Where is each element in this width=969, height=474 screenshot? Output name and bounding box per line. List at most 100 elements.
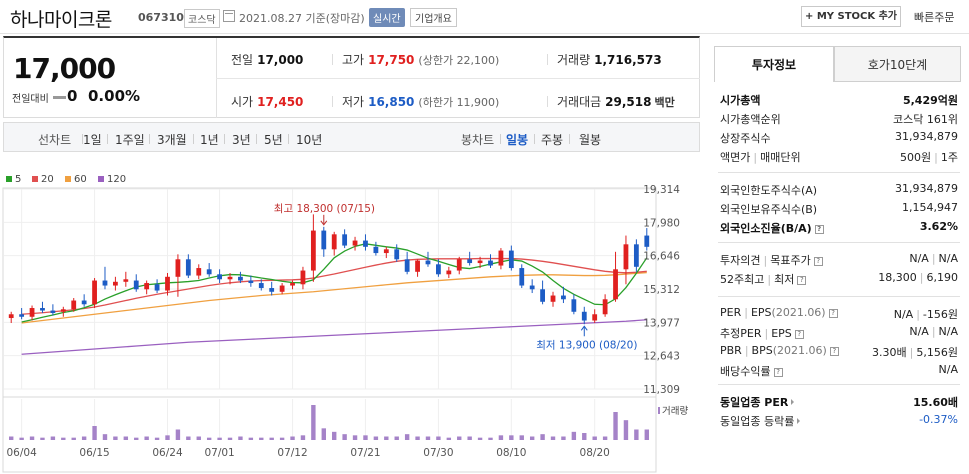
candle-body [550,295,556,302]
info-value-2: 1주 [940,151,958,164]
info-label: PER [720,306,742,319]
add-my-stock-button[interactable]: + MY STOCK 추가 [801,6,901,27]
candle-body [258,283,264,289]
x-tick-label: 06/04 [6,447,37,459]
quick-order-link[interactable]: 빠른주문 [914,11,955,24]
chart-period-bar: 선차트 1일 1주일 3개월 1년 3년 5년 10년 봉차트 일봉 주봉 월봉 [3,122,700,152]
info-label: 시가총액순위 [720,113,781,126]
help-icon[interactable]: ? [828,309,838,318]
volume-bar [342,434,347,440]
line-chart-label: 선차트 [38,133,72,147]
candle-body [425,260,431,265]
info-value: -0.37% [919,413,958,426]
volume-bar [373,436,379,440]
section-divider [718,296,960,297]
info-value: N/A [909,252,929,265]
candlestick-chart[interactable]: 5 20 60 120 거래량 19,314 17,980 16,646 15,312 13,… [0,170,700,474]
y-tick-label: 12,643 [643,351,680,363]
candle-body [508,250,514,269]
legend-label-120: 120 [107,174,126,185]
candle-body [217,274,222,280]
period-5y[interactable]: 5년 [264,133,283,147]
info-label: 시가총액 [720,94,761,107]
change-value: 0 [67,87,78,105]
candle-body [60,309,66,312]
market-badge: 코스닥 [184,9,220,28]
moving-average-ma20 [21,257,647,315]
high-annotation: 최고 18,300 (07/15) [274,203,375,215]
volume-bar [71,437,76,440]
help-icon[interactable]: ? [794,330,804,339]
period-3m[interactable]: 3개월 [157,133,187,147]
volume-label: 거래량 [662,405,688,417]
legend-swatch-120 [98,176,104,182]
no-change-icon [53,96,66,99]
volume-bar [602,436,608,440]
info-row: 동일업종 PER 15.60배 [720,394,958,412]
period-10y[interactable]: 10년 [296,133,323,147]
volume-bar [509,435,514,440]
candle-body [279,285,285,292]
period-1d[interactable]: 1일 [83,133,102,147]
info-value: N/A [938,363,958,376]
volume-bar [175,429,181,440]
info-value-2: N/A [938,252,958,265]
help-icon[interactable]: ? [814,225,824,234]
volume-bar [154,437,160,440]
open-price: 시가 17,450 [231,95,304,109]
candle-body [342,234,348,246]
volume-bar [561,436,566,440]
candle-body [623,244,629,270]
candle-body [415,260,420,272]
period-3y[interactable]: 3년 [232,133,251,147]
legend-swatch-5 [6,176,12,182]
candle-body [394,249,400,260]
stock-name: 하나마이크론 [10,9,112,31]
info-row: 외국인한도주식수(A) 31,934,879 [720,182,958,200]
volume-bar [165,435,170,440]
info-value: 3.62% [919,220,958,233]
candle-weekly[interactable]: 주봉 [541,133,564,147]
volume-bar [9,436,14,440]
realtime-button[interactable]: 실시간 [369,8,405,27]
volume-bar [540,434,545,440]
period-1y[interactable]: 1년 [200,133,219,147]
volume-bar [311,405,316,440]
arrow-right-icon[interactable] [791,399,795,405]
tab-order-book[interactable]: 호가10단계 [834,46,961,82]
candle-daily[interactable]: 일봉 [506,133,529,147]
y-tick-label: 11,309 [643,384,680,396]
arrow-right-icon[interactable] [797,418,801,424]
volume-bar [467,436,472,440]
company-overview-button[interactable]: 기업개요 [410,8,457,27]
info-value: 5,429억원 [902,94,958,107]
candle-body [206,269,212,275]
volume-bar [134,437,139,440]
info-row: PBR | BPS(2021.06)? 3.30배 | 5,156원 [720,344,958,359]
price-summary: 17,000 전일대비 0 0.00% 전일 17,000 고가 17,750 (상한… [3,36,700,118]
help-icon[interactable]: ? [829,347,839,356]
section-divider [718,384,960,385]
candle-monthly[interactable]: 월봉 [579,133,602,147]
help-icon[interactable]: ? [797,276,807,285]
change-percent: 0.00% [88,87,141,105]
info-label: 52주최고 [720,273,765,286]
info-label: 동일업종 등락률 [720,415,795,428]
info-label-period: (2021.06) [771,306,826,319]
period-1w[interactable]: 1주일 [115,133,145,147]
y-tick-label: 15,312 [643,284,680,296]
info-row: 배당수익률? N/A [720,363,958,381]
help-icon[interactable]: ? [773,368,783,377]
volume-bar [238,436,243,440]
candle-body [540,289,545,302]
prev-close: 전일 17,000 [231,53,304,67]
candle-body [383,249,389,254]
candle-body [477,260,483,264]
volume-bar [186,436,191,440]
volume-bar [582,433,587,440]
tab-investment-info[interactable]: 투자정보 [714,46,834,82]
info-row: 시가총액순위 코스닥 161위 [720,111,958,129]
help-icon[interactable]: ? [813,257,823,266]
volume-bar [19,437,24,440]
x-tick-label: 07/01 [204,447,234,459]
